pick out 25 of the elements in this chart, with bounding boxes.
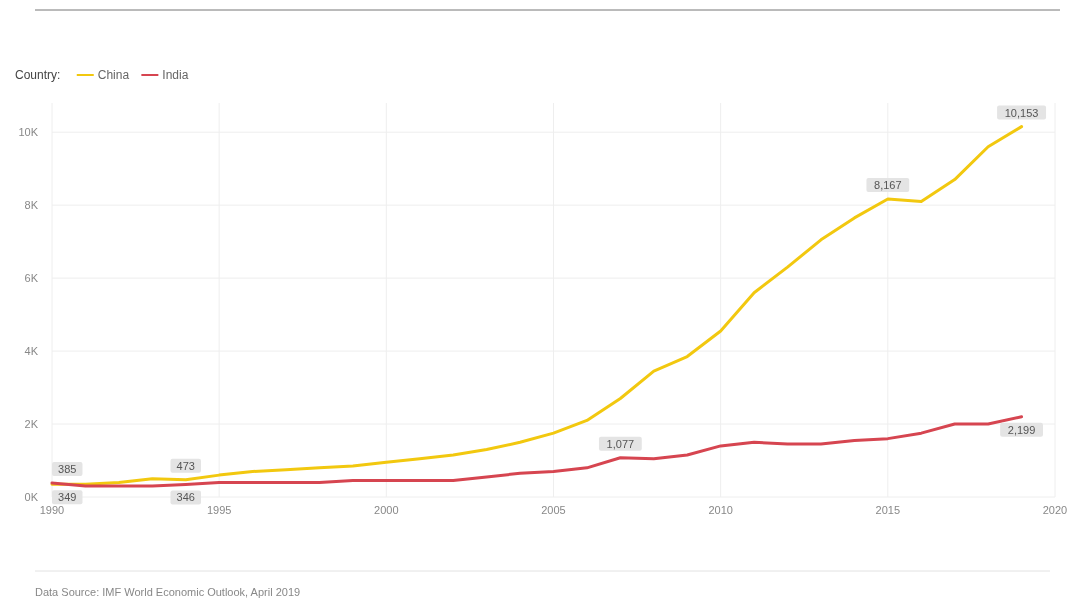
x-tick-label: 2000	[374, 504, 399, 516]
data-label: 1,077	[606, 437, 635, 450]
y-tick-label: 6K	[24, 272, 39, 285]
x-tick-label: 1990	[39, 504, 65, 516]
x-tick-label: 2010	[708, 504, 733, 516]
data-label: 473	[176, 459, 195, 472]
y-tick-label: 0K	[24, 491, 39, 503]
data-label: 346	[176, 491, 195, 504]
legend-title: Country:	[15, 68, 61, 82]
x-tick-label: 1995	[206, 504, 232, 516]
x-tick-label: 2020	[1042, 504, 1068, 516]
data-label: 349	[58, 491, 77, 504]
data-label: 385	[58, 462, 77, 475]
data-label: 2,199	[1007, 423, 1036, 436]
legend-label: India	[162, 68, 189, 82]
y-tick-label: 4K	[24, 345, 39, 358]
y-tick-label: 2K	[24, 418, 39, 431]
y-tick-label: 8K	[24, 199, 39, 212]
data-label: 10,153	[1004, 106, 1039, 119]
y-tick-label: 10K	[18, 126, 39, 139]
x-tick-label: 2015	[875, 504, 901, 516]
x-tick-label: 2005	[541, 504, 566, 516]
legend-label: China	[97, 68, 130, 82]
source-note: Data Source: IMF World Economic Outlook, April 2019	[35, 586, 301, 598]
data-label: 8,167	[874, 179, 902, 192]
